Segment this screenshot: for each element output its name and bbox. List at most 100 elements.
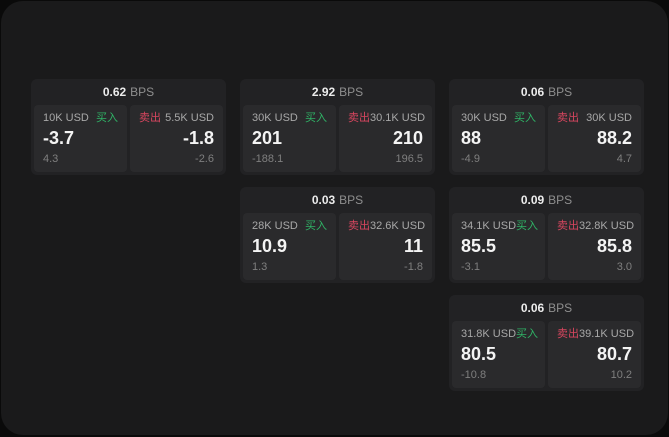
card-body: 34.1K USD 买入 85.5 -3.1 卖出 32.8K USD 85.8… [449, 213, 644, 283]
buy-side-label: 买入 [516, 328, 539, 340]
buy-notional: 10K USD [43, 112, 89, 124]
sell-panel[interactable]: 卖出 5.5K USD -1.8 -2.6 [130, 105, 223, 172]
card-header: 0.03 BPS [240, 187, 435, 213]
sell-sub-value: -1.8 [404, 261, 423, 273]
sell-notional: 30K USD [586, 112, 632, 124]
sell-notional: 32.6K USD [370, 220, 426, 232]
quote-card: 0.06 BPS 30K USD 买入 88 -4.9 卖出 30K USD 8… [449, 79, 644, 175]
sell-panel[interactable]: 卖出 39.1K USD 80.7 10.2 [548, 321, 641, 388]
buy-panel[interactable]: 10K USD 买入 -3.7 4.3 [34, 105, 127, 172]
buy-price: 85.5 [461, 236, 497, 256]
bps-unit-label: BPS [339, 85, 364, 99]
sell-panel-header: 卖出 32.6K USD [348, 220, 426, 232]
sell-notional: 39.1K USD [579, 328, 635, 340]
buy-notional: 31.8K USD [461, 328, 517, 340]
sell-panel-header: 卖出 30K USD [557, 113, 632, 124]
sell-panel-header: 卖出 39.1K USD [557, 328, 635, 340]
buy-price: 10.9 [252, 236, 288, 256]
buy-notional: 34.1K USD [461, 220, 517, 232]
card-header: 0.06 BPS [449, 79, 644, 105]
sell-sub-value: -2.6 [195, 153, 214, 165]
quote-card-grid: 0.62 BPS 10K USD 买入 -3.7 4.3 卖出 5.5K USD… [31, 79, 644, 391]
buy-panel[interactable]: 28K USD 买入 10.9 1.3 [243, 213, 336, 280]
card-body: 31.8K USD 买入 80.5 -10.8 卖出 39.1K USD 80.… [449, 321, 644, 391]
sell-notional: 32.8K USD [579, 220, 635, 232]
bps-unit-label: BPS [548, 301, 573, 315]
buy-sub-value: 1.3 [252, 261, 268, 273]
sell-panel[interactable]: 卖出 30K USD 88.2 4.7 [548, 105, 641, 172]
sell-price: -1.8 [182, 128, 214, 148]
sell-side-label: 卖出 [557, 220, 579, 232]
sell-sub-value: 4.7 [616, 153, 632, 165]
buy-panel[interactable]: 34.1K USD 买入 85.5 -3.1 [452, 213, 545, 280]
sell-side-label: 卖出 [557, 328, 579, 340]
sell-panel[interactable]: 卖出 30.1K USD 210 196.5 [339, 105, 432, 172]
sell-side-label: 卖出 [348, 220, 370, 232]
buy-side-label: 买入 [305, 112, 327, 124]
buy-sub-value: -10.8 [461, 369, 487, 381]
buy-price: -3.7 [43, 128, 75, 148]
sell-sub-value: 196.5 [395, 153, 423, 165]
bps-value: 0.62 [102, 85, 127, 99]
sell-price: 88.2 [596, 128, 632, 148]
bps-unit-label: BPS [548, 193, 573, 207]
buy-panel-header: 10K USD 买入 [43, 113, 118, 124]
buy-panel[interactable]: 31.8K USD 买入 80.5 -10.8 [452, 321, 545, 388]
buy-sub-value: -4.9 [461, 153, 480, 165]
buy-side-label: 买入 [514, 112, 536, 124]
sell-notional: 30.1K USD [370, 112, 426, 124]
sell-price: 85.8 [596, 236, 632, 256]
sell-panel-header: 卖出 5.5K USD [139, 113, 214, 124]
quote-card: 0.03 BPS 28K USD 买入 10.9 1.3 卖出 32.6K US… [240, 187, 435, 283]
sell-panel[interactable]: 卖出 32.8K USD 85.8 3.0 [548, 213, 641, 280]
buy-sub-value: -3.1 [461, 261, 480, 273]
card-body: 30K USD 买入 88 -4.9 卖出 30K USD 88.2 4.7 [449, 105, 644, 175]
card-header: 2.92 BPS [240, 79, 435, 105]
buy-panel-header: 30K USD 买入 [461, 113, 536, 124]
sell-panel-header: 卖出 32.8K USD [557, 220, 635, 232]
sell-side-label: 卖出 [557, 112, 579, 124]
buy-side-label: 买入 [96, 112, 118, 124]
sell-panel[interactable]: 卖出 32.6K USD 11 -1.8 [339, 213, 432, 280]
buy-panel-header: 34.1K USD 买入 [461, 220, 539, 232]
buy-price: 201 [252, 128, 283, 148]
bps-value: 0.06 [520, 301, 545, 315]
sell-side-label: 卖出 [139, 112, 161, 124]
card-header: 0.62 BPS [31, 79, 226, 105]
bps-unit-label: BPS [130, 85, 155, 99]
card-body: 28K USD 买入 10.9 1.3 卖出 32.6K USD 11 -1.8 [240, 213, 435, 283]
bps-unit-label: BPS [339, 193, 364, 207]
sell-notional: 5.5K USD [165, 112, 214, 124]
card-header: 0.06 BPS [449, 295, 644, 321]
sell-sub-value: 10.2 [610, 369, 632, 381]
buy-panel[interactable]: 30K USD 买入 88 -4.9 [452, 105, 545, 172]
sell-side-label: 卖出 [348, 112, 370, 124]
sell-panel-header: 卖出 30.1K USD [348, 112, 426, 124]
buy-sub-value: -188.1 [252, 153, 284, 165]
card-header: 0.09 BPS [449, 187, 644, 213]
buy-panel[interactable]: 30K USD 买入 201 -188.1 [243, 105, 336, 172]
quote-card: 0.06 BPS 31.8K USD 买入 80.5 -10.8 卖出 39.1… [449, 295, 644, 391]
buy-panel-header: 30K USD 买入 [252, 113, 327, 124]
buy-sub-value: 4.3 [43, 153, 59, 165]
buy-side-label: 买入 [305, 220, 327, 232]
bps-value: 0.03 [311, 193, 336, 207]
buy-price: 88 [461, 128, 482, 148]
sell-sub-value: 3.0 [616, 261, 632, 273]
quote-card: 0.62 BPS 10K USD 买入 -3.7 4.3 卖出 5.5K USD… [31, 79, 226, 175]
card-body: 10K USD 买入 -3.7 4.3 卖出 5.5K USD -1.8 -2.… [31, 105, 226, 175]
buy-panel-header: 28K USD 买入 [252, 221, 327, 232]
sell-price: 80.7 [596, 344, 632, 364]
bps-value: 2.92 [311, 85, 336, 99]
buy-panel-header: 31.8K USD 买入 [461, 328, 539, 340]
buy-notional: 28K USD [252, 220, 298, 232]
bps-value: 0.06 [520, 85, 545, 99]
buy-side-label: 买入 [516, 220, 539, 232]
sell-price: 210 [392, 128, 423, 148]
quote-card: 0.09 BPS 34.1K USD 买入 85.5 -3.1 卖出 32.8K… [449, 187, 644, 283]
quote-card: 2.92 BPS 30K USD 买入 201 -188.1 卖出 30.1K … [240, 79, 435, 175]
card-body: 30K USD 买入 201 -188.1 卖出 30.1K USD 210 1… [240, 105, 435, 175]
sell-price: 11 [403, 236, 423, 256]
bps-value: 0.09 [520, 193, 545, 207]
